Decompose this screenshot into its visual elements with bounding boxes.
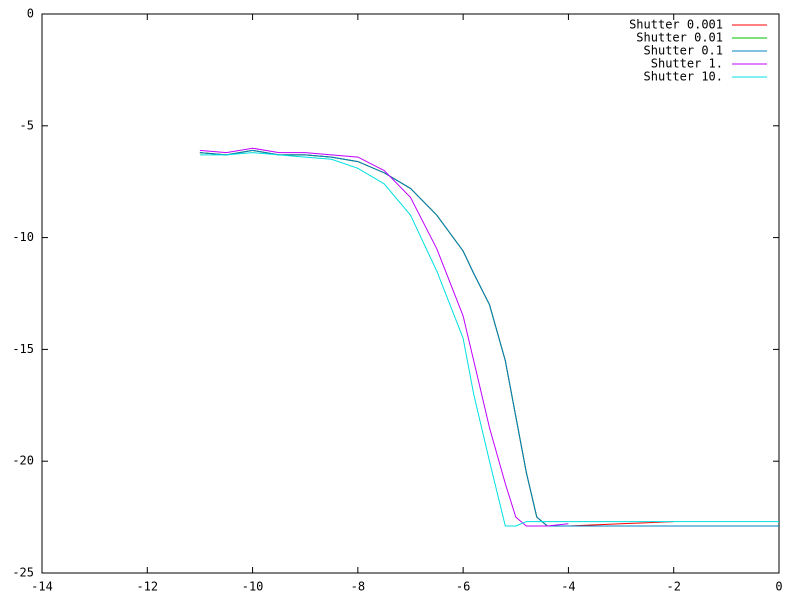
plot-frame (41, 13, 780, 574)
x-tick-label: -12 (136, 580, 158, 594)
y-tick-label: -5 (20, 118, 34, 132)
series-line (199, 149, 569, 527)
y-tick-label: -20 (12, 454, 34, 468)
series-line (199, 152, 779, 527)
y-tick-label: -25 (12, 566, 34, 580)
x-tick-label: -14 (31, 580, 53, 594)
x-tick-label: 0 (775, 580, 782, 594)
y-tick-label: -10 (12, 230, 34, 244)
legend-label: Shutter 0.01 (636, 31, 723, 45)
series-line (199, 149, 674, 527)
y-tick-label: -15 (12, 342, 34, 356)
legend-label: Shutter 0.001 (629, 18, 723, 32)
x-tick-label: -8 (351, 580, 365, 594)
legend-label: Shutter 10. (644, 70, 723, 84)
legend-label: Shutter 0.1 (644, 44, 723, 58)
y-tick-label: 0 (27, 7, 34, 21)
x-tick-label: -6 (456, 580, 470, 594)
series-line (199, 147, 569, 527)
x-tick-label: -4 (561, 580, 575, 594)
legend-label: Shutter 1. (651, 57, 723, 71)
series-line (199, 149, 779, 527)
x-tick-label: -2 (666, 580, 680, 594)
x-tick-label: -10 (242, 580, 264, 594)
